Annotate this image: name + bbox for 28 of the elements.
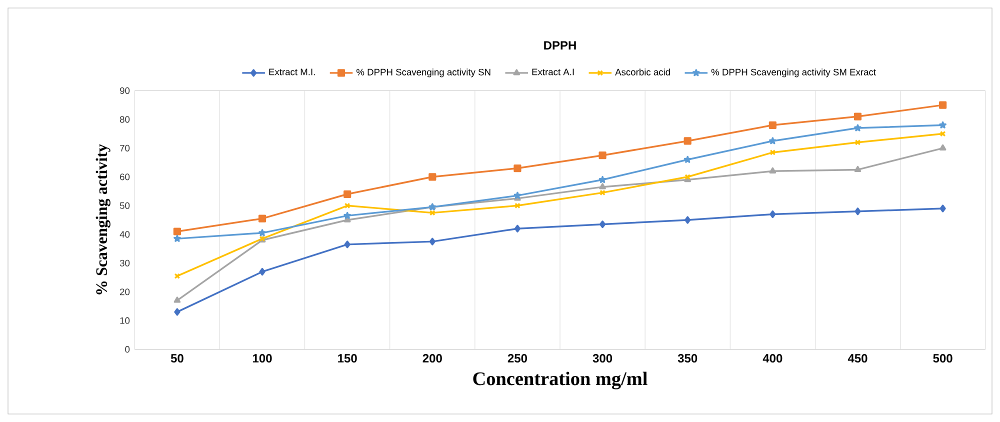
- y-tick-label: 20: [120, 288, 130, 296]
- y-axis-title: % Scavenging activity: [96, 144, 110, 294]
- x-tick-label: 300: [592, 354, 612, 363]
- y-tick-label: 0: [125, 346, 130, 353]
- y-tick-label: 60: [120, 174, 130, 180]
- x-tick-label: 350: [678, 354, 698, 363]
- x-tick-label: 400: [762, 354, 782, 363]
- y-tick-label: 40: [120, 231, 130, 238]
- chart-title: DPPH: [544, 41, 576, 50]
- x-tick-label: 200: [422, 354, 442, 363]
- y-tick-label: 50: [120, 202, 130, 209]
- x-tick-label: 250: [508, 354, 527, 363]
- y-tick-label: 90: [120, 87, 130, 94]
- legend-label: % DPPH Scavenging activity SN: [356, 68, 490, 78]
- x-tick-label: 150: [338, 354, 357, 363]
- legend-label: % DPPH Scavenging activity SM Exract: [711, 68, 876, 78]
- x-tick-label: 450: [848, 354, 868, 363]
- x-tick-label: 500: [933, 354, 952, 363]
- legend-label: Extract A.I: [532, 68, 574, 76]
- x-tick-label: 50: [170, 354, 184, 363]
- legend-label: Ascorbic acid: [615, 68, 670, 76]
- legend-label: Extract M.I.: [269, 68, 315, 76]
- x-tick-label: 100: [253, 354, 272, 363]
- y-tick-label: 10: [120, 317, 130, 324]
- x-axis-title: Concentration mg/ml: [473, 372, 648, 390]
- y-tick-label: 30: [120, 260, 130, 266]
- y-tick-label: 80: [120, 116, 130, 123]
- y-tick-label: 70: [120, 144, 130, 152]
